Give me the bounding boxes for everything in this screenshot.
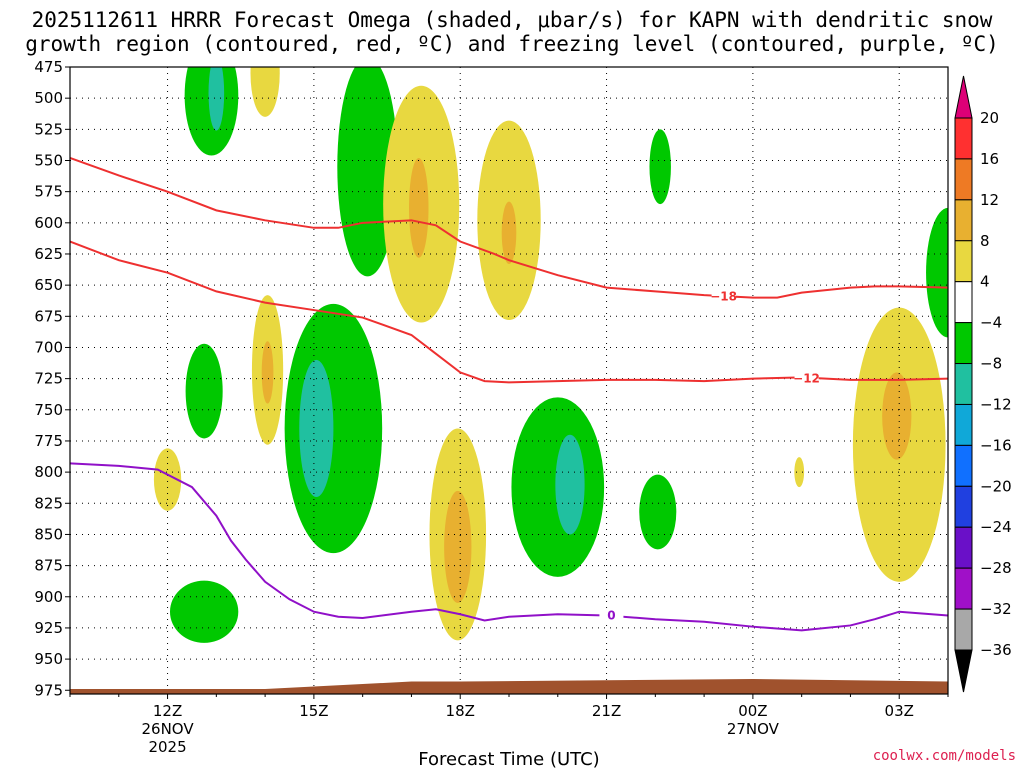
colorbar-label-0: 20 (980, 109, 999, 127)
x-tick-label-00Z: 00Z (738, 702, 767, 720)
colorbar-box-11 (954, 567, 973, 610)
y-tick-label-800: 800 (34, 463, 63, 481)
colorbar-label-5: −4 (980, 314, 1002, 332)
x-axis-label: Forecast Time (UTC) (418, 749, 599, 768)
y-tick-label-525: 525 (34, 120, 63, 138)
y-tick-label-550: 550 (34, 151, 63, 169)
contour-minus18-label-bg (711, 289, 736, 304)
colorbar-box-10 (954, 526, 973, 569)
omega-region-15 (299, 359, 334, 498)
omega-region-20 (639, 474, 677, 550)
credit-text: coolwx.com/models (873, 748, 1016, 764)
omega-region-25 (169, 580, 239, 643)
chart-title-line-1: 2025112611 HRRR Forecast Omega (shaded, … (32, 8, 993, 32)
colorbar-top-arrow (954, 75, 973, 119)
omega-region-9 (926, 207, 948, 338)
y-tick-label-825: 825 (34, 494, 63, 512)
omega-region-5 (409, 157, 429, 258)
colorbar-label-12: −32 (980, 600, 1012, 618)
y-tick-label-575: 575 (34, 183, 63, 201)
omega-region-14 (284, 303, 383, 554)
colorbar-box-5 (954, 322, 973, 365)
omega-region-19 (555, 434, 585, 535)
y-tick-label-750: 750 (34, 401, 63, 419)
y-tick-label-850: 850 (34, 525, 63, 543)
terrain-surface (70, 679, 948, 694)
colorbar-label-9: −20 (980, 477, 1012, 495)
colorbar-label-10: −24 (980, 518, 1012, 536)
colorbar-box-1 (954, 158, 973, 201)
colorbar-box-7 (954, 403, 973, 446)
omega-region-7 (501, 201, 517, 264)
colorbar-label-1: 16 (980, 150, 999, 168)
omega-region-1 (208, 67, 225, 131)
chart-title-line-2: growth region (contoured, red, ºC) and f… (25, 32, 999, 56)
x-year-label-12Z: 2025 (148, 738, 186, 756)
colorbar-box-6 (954, 363, 973, 405)
y-tick-label-900: 900 (34, 588, 63, 606)
colorbar-box-4 (954, 281, 973, 324)
colorbar-box-9 (954, 485, 973, 528)
omega-region-13 (185, 343, 223, 439)
omega-region-8 (649, 129, 671, 205)
y-tick-label-925: 925 (34, 619, 63, 637)
omega-region-24 (882, 372, 912, 460)
colorbar-label-11: −28 (980, 559, 1012, 577)
y-tick-label-950: 950 (34, 650, 63, 668)
y-tick-label-700: 700 (34, 338, 63, 356)
colorbar-box-0 (954, 117, 973, 160)
x-tick-label-18Z: 18Z (446, 702, 475, 720)
y-tick-label-775: 775 (34, 432, 63, 450)
colorbar-bottom-arrow (954, 649, 973, 693)
contour-zero (70, 462, 948, 632)
y-tick-label-600: 600 (34, 214, 63, 232)
y-tick-label-475: 475 (34, 58, 63, 76)
y-axis: 475 500 525 550 575 600 625 650 675 700 725 750 775 8… (34, 58, 70, 699)
x-date-label-12Z: 26NOV (141, 720, 194, 738)
colorbar-label-7: −12 (980, 395, 1012, 413)
y-tick-label-975: 975 (34, 681, 63, 699)
colorbar-label-13: −36 (980, 641, 1012, 659)
y-tick-label-675: 675 (34, 307, 63, 325)
colorbar-label-2: 12 (980, 191, 999, 209)
contour-minus12-label-bg (794, 371, 819, 386)
x-tick-label-21Z: 21Z (592, 702, 621, 720)
y-tick-label-500: 500 (34, 89, 63, 107)
colorbar-label-4: 4 (980, 273, 990, 291)
contour-minus18 (70, 157, 948, 299)
x-date-label-00Z: 27NOV (727, 720, 780, 738)
omega-shading-layer (153, 67, 948, 643)
colorbar-label-3: 8 (980, 232, 990, 250)
colorbar-box-8 (954, 444, 973, 487)
omega-region-2 (250, 67, 280, 117)
contour-layer: −18 −12 0 (70, 157, 948, 632)
omega-region-22 (794, 457, 805, 488)
omega-region-21 (153, 448, 182, 511)
contour-minus18-label: −18 (710, 289, 737, 303)
contour-zero-label: 0 (607, 608, 615, 622)
omega-region-12 (261, 341, 274, 404)
x-tick-label-03Z: 03Z (885, 702, 914, 720)
contour-minus12 (70, 240, 948, 384)
y-tick-label-650: 650 (34, 276, 63, 294)
omega-region-17 (444, 490, 472, 604)
y-tick-label-875: 875 (34, 557, 63, 575)
colorbar: 20 16 12 8 4 −4 −8 −12 −16 −20 −24 −28 −32 −36 (954, 75, 1012, 693)
contour-zero-label-bg (599, 608, 624, 623)
grid-layer (70, 67, 948, 694)
contour-minus12-label: −12 (793, 372, 820, 386)
colorbar-box-2 (954, 199, 973, 242)
colorbar-label-8: −16 (980, 436, 1012, 454)
plot-area: −18 −12 0 (70, 67, 948, 694)
colorbar-box-12 (954, 608, 973, 651)
y-tick-label-725: 725 (34, 370, 63, 388)
colorbar-label-6: −8 (980, 355, 1002, 373)
y-tick-label-625: 625 (34, 245, 63, 263)
x-tick-label-12Z: 12Z (153, 702, 182, 720)
x-tick-label-15Z: 15Z (299, 702, 328, 720)
colorbar-box-3 (954, 240, 973, 283)
